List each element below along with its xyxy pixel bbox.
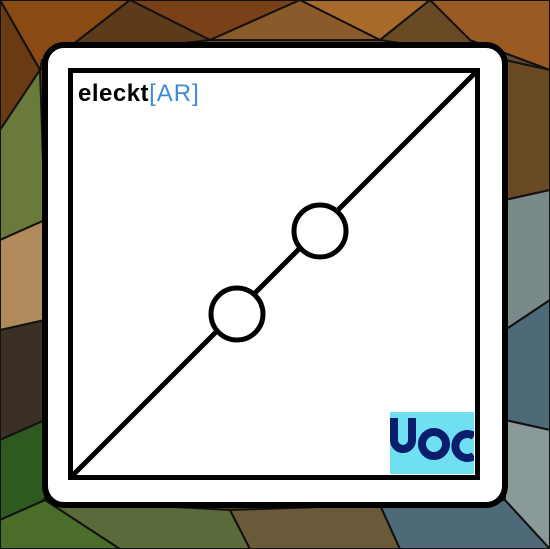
uoc-logo-mark <box>390 418 474 462</box>
diagonal-line <box>70 70 478 478</box>
brand-primary-text: eleckt <box>78 80 150 107</box>
brand-accent-text: [AR] <box>149 80 200 107</box>
node-circle-lower <box>208 285 266 343</box>
node-circle-upper <box>291 202 349 260</box>
partner-logo-uoc <box>390 412 474 474</box>
diagonal-line-with-two-circles-icon <box>70 70 478 478</box>
brand-logo: eleckt[AR] <box>78 78 200 110</box>
